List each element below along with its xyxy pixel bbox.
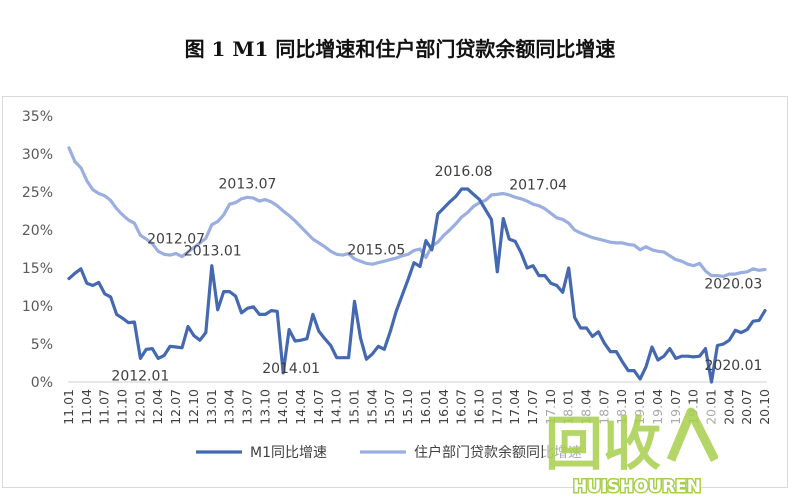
x-tick-label: 13.10: [257, 389, 272, 425]
watermark-arrow-icon: [666, 407, 718, 463]
x-tick-label: 16.07: [454, 389, 469, 425]
watermark-small-text: HUISHOUREN: [573, 477, 701, 496]
legend-label: M1同比增速: [250, 445, 327, 461]
annotation-label: 2013.07: [219, 176, 277, 192]
x-tick-label: 17.01: [489, 389, 504, 425]
y-axis-ticks: 0% 5% 10% 15% 20% 25% 30% 35%: [22, 109, 53, 391]
x-tick-label: 20.04: [721, 389, 736, 425]
y-tick-label: 10%: [22, 299, 53, 315]
watermark-big-text: 回收: [545, 410, 661, 478]
chart-frame: [2, 96, 788, 488]
x-tick-label: 16.01: [418, 389, 433, 425]
y-tick-label: 35%: [22, 109, 53, 125]
x-tick-label: 16.10: [471, 389, 486, 425]
x-tick-label: 13.07: [239, 389, 254, 425]
x-tick-label: 11.04: [79, 389, 94, 425]
annotation-label: 2016.08: [435, 164, 493, 180]
x-tick-label: 17.04: [507, 389, 522, 425]
x-tick-label: 20.10: [757, 389, 772, 425]
x-tick-label: 15.04: [364, 389, 379, 425]
x-tick-label: 12.07: [168, 389, 183, 425]
x-tick-label: 11.10: [115, 389, 130, 425]
x-tick-label: 15.07: [382, 389, 397, 425]
annotation-label: 2014.01: [262, 361, 320, 377]
x-tick-label: 12.10: [186, 389, 201, 425]
annotation-label: 2017.04: [509, 177, 567, 193]
x-tick-label: 12.01: [132, 389, 147, 425]
x-tick-label: 14.04: [293, 389, 308, 425]
watermark-logo: 回收 HUISHOUREN: [543, 404, 718, 496]
x-tick-label: 12.04: [150, 389, 165, 425]
x-tick-label: 14.10: [329, 389, 344, 425]
x-tick-label: 13.01: [204, 389, 219, 425]
x-tick-label: 11.01: [61, 389, 76, 425]
legend: M1同比增速 住户部门贷款余额同比增速: [196, 444, 582, 461]
x-tick-label: 16.04: [436, 389, 451, 425]
x-tick-label: 14.01: [275, 389, 290, 425]
annotation-label: 2020.03: [704, 276, 762, 292]
series-lines: [67, 146, 767, 384]
y-tick-label: 20%: [22, 223, 53, 239]
annotation-label: 2012.01: [111, 368, 169, 384]
y-tick-label: 5%: [31, 337, 53, 353]
annotation-label: 2020.01: [705, 358, 763, 374]
x-tick-label: 20.07: [739, 389, 754, 425]
annotation-label: 2015.05: [347, 243, 405, 259]
x-tick-label: 17.07: [525, 389, 540, 425]
annotation-label: 2012.07: [147, 232, 205, 248]
x-tick-label: 13.04: [222, 389, 237, 425]
y-tick-label: 25%: [22, 185, 53, 201]
chart-title: 图 1 M1 同比增速和住户部门贷款余额同比增速: [184, 37, 616, 61]
x-tick-label: 15.10: [400, 389, 415, 425]
x-axis-ticks: 11.01 11.04 11.07 11.10 12.01 12.04 12.07 12.10…: [61, 389, 772, 425]
x-tick-label: 11.07: [97, 389, 112, 425]
legend-label: 住户部门贷款余额同比增速: [414, 444, 582, 461]
annotation-label: 2013.01: [184, 244, 242, 260]
x-tick-label: 14.07: [311, 389, 326, 425]
x-tick-label: 15.01: [347, 389, 362, 425]
series-line-m1: [67, 187, 767, 384]
y-tick-label: 30%: [22, 147, 53, 163]
y-tick-label: 0%: [31, 375, 53, 391]
series-line-household-loans: [67, 146, 767, 278]
y-tick-label: 15%: [22, 261, 53, 277]
